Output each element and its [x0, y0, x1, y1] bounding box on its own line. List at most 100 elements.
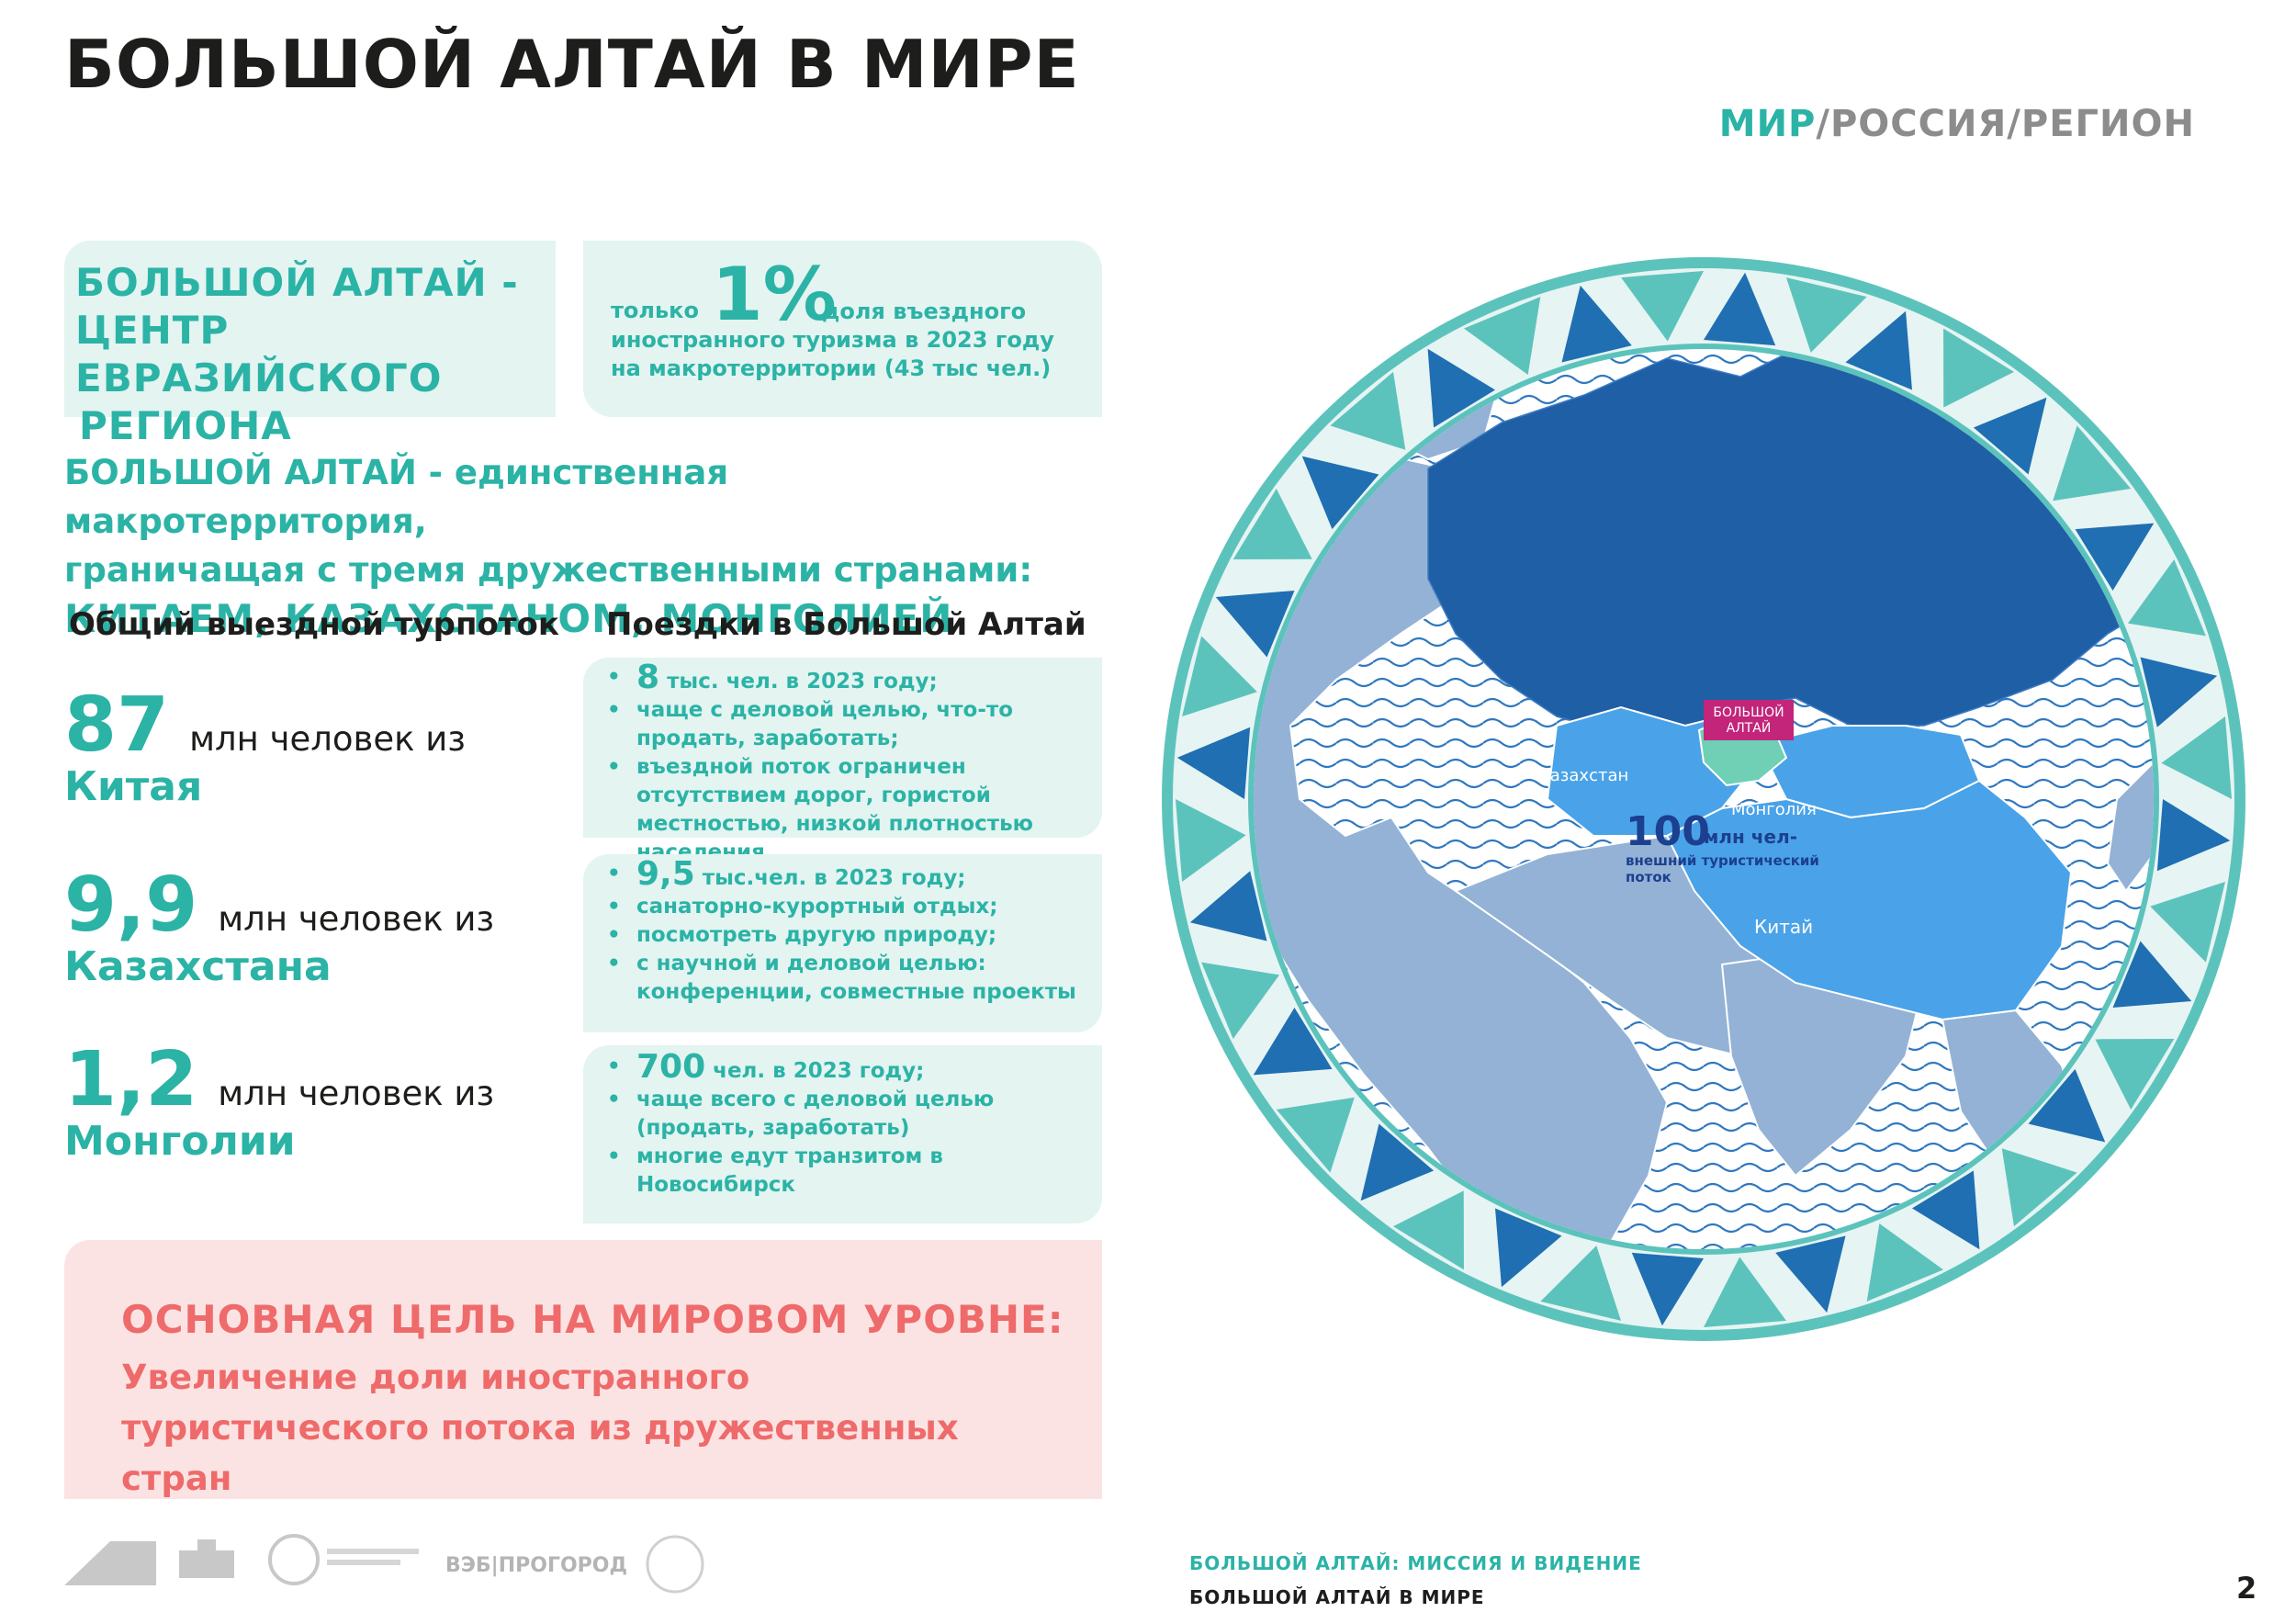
kazakhstan-label: Казахстан: [1538, 766, 1628, 785]
ring-triangle: [2053, 425, 2132, 502]
china-label: Китай: [1754, 916, 1813, 938]
ring-triangle: [1427, 348, 1496, 428]
map-ring-pattern: [1176, 271, 2232, 1327]
ring-triangle: [1301, 456, 1379, 530]
stat-unit: млн человек из: [189, 719, 466, 759]
unique-line-1: БОЛЬШОЙ АЛТАЙ - единственная макротеррит…: [64, 453, 729, 541]
ring-triangle: [1330, 371, 1406, 450]
page-number: 2: [2236, 1571, 2257, 1606]
trip-item: чаще всего с деловой целью (продать, зар…: [607, 1086, 1102, 1143]
ring-triangle: [1561, 285, 1632, 363]
land-china: [1665, 779, 2073, 1021]
ring-triangle: [1232, 489, 1312, 559]
ring-triangle: [2140, 657, 2218, 727]
logo-veb: ВЭБ|ПРОГОРОД: [445, 1554, 628, 1577]
eurasia-map: БОЛЬШОЙ АЛТАЙ Казахстан Монголия Китай 1…: [1162, 257, 2245, 1341]
stat-country: Казахстана: [64, 943, 332, 990]
logo-government: [170, 1532, 243, 1596]
stat-value: 9,9: [64, 862, 198, 949]
ring-triangle: [2150, 881, 2225, 963]
ring-triangle: [1495, 1208, 1562, 1288]
ring-triangle: [1621, 271, 1704, 342]
mongolia-label: Монголия: [1731, 800, 1817, 819]
ring-triangle: [1253, 1007, 1333, 1076]
flow-unit: млн чел-: [1704, 826, 1797, 848]
trip-lead: 9,5 тыс.чел. в 2023 году;: [607, 858, 1102, 893]
trip-lead: 8 тыс. чел. в 2023 году;: [607, 661, 1102, 696]
ring-triangle: [1775, 1235, 1846, 1313]
ring-triangle: [1393, 1190, 1464, 1270]
trip-item: чаще с деловой целью, что-то продать, за…: [607, 696, 1102, 753]
share-only: только: [611, 298, 699, 323]
trips-header: Поездки в Большой Алтай: [606, 606, 1086, 643]
ring-triangle: [2156, 799, 2231, 872]
trip-lead: 700 чел. в 2023 году;: [607, 1051, 1102, 1086]
stat-value: 87: [64, 682, 170, 769]
footer-section: БОЛЬШОЙ АЛТАЙ: МИССИЯ И ВИДЕНИЕ: [1189, 1552, 1642, 1574]
ring-triangle: [1463, 297, 1541, 376]
ring-triangle: [1215, 591, 1295, 658]
ring-triangle: [1540, 1246, 1622, 1321]
ring-triangle: [1276, 1097, 1355, 1173]
trip-item: многие едут транзитом в Новосибирск: [607, 1143, 1102, 1200]
ring-triangle: [2028, 1068, 2106, 1143]
ring-triangle: [1785, 277, 1867, 353]
share-value: 1%: [712, 252, 837, 337]
trips-china: 8 тыс. чел. в 2023 году; чаще с деловой …: [583, 658, 1102, 864]
ring-triangle: [1631, 1252, 1704, 1326]
ring-triangle: [1176, 727, 1251, 799]
footer-page-title: БОЛЬШОЙ АЛТАЙ В МИРЕ: [1189, 1586, 1485, 1608]
unique-territory: БОЛЬШОЙ АЛТАЙ - единственная макротеррит…: [64, 448, 1102, 643]
trip-item: въездной поток ограничен отсутствием дор…: [607, 753, 1102, 867]
land-europe-asia: [1254, 448, 1669, 1249]
logo-minstroy: [266, 1532, 432, 1587]
goal-heading: ОСНОВНАЯ ЦЕЛЬ НА МИРОВОМ УРОВНЕ:: [121, 1297, 1064, 1342]
share-box: только 1% доля въездного иностранного ту…: [583, 241, 1102, 417]
ring-triangle: [1201, 962, 1280, 1040]
center-box: БОЛЬШОЙ АЛТАЙ - ЦЕНТР ЕВРАЗИЙСКОГО РЕГИО…: [64, 241, 556, 448]
share-text: доля въездного иностранного туризма в 20…: [611, 299, 1054, 381]
ring-triangle: [1704, 272, 1776, 346]
stat-kazakhstan: 9,9 млн человек из Казахстана: [64, 862, 494, 990]
stat-unit: млн человек из: [218, 899, 495, 939]
goal-text: Увеличение доли иностранного туристическ…: [121, 1358, 959, 1498]
ring-triangle: [1189, 871, 1267, 941]
stat-country: Китая: [64, 763, 203, 810]
ring-triangle: [1182, 636, 1257, 717]
stat-mongolia: 1,2 млн человек из Монголии: [64, 1036, 494, 1165]
ring-triangle: [1866, 1223, 1944, 1302]
center-line-2: ЦЕНТР ЕВРАЗИЙСКОГО: [75, 308, 443, 400]
ring-triangle: [1704, 1257, 1786, 1327]
flow-line-3: поток: [1626, 869, 1671, 885]
unique-line-3: КИТАЕМ, КАЗАХСТАНОМ, МОНГОЛИЕЙ: [64, 596, 953, 641]
trips-kazakhstan: 9,5 тыс.чел. в 2023 году; санаторно-куро…: [583, 854, 1102, 1032]
altai-label-1: БОЛЬШОЙ: [1713, 704, 1784, 720]
outbound-header: Общий выездной турпоток: [69, 606, 559, 643]
ring-triangle: [2095, 1039, 2175, 1110]
ring-triangle: [2001, 1148, 2077, 1227]
center-line-3: РЕГИОНА: [79, 403, 292, 448]
trip-item: санаторно-курортный отдых;: [607, 893, 1102, 921]
altai-badge: [1704, 700, 1794, 740]
center-line-1: БОЛЬШОЙ АЛТАЙ -: [75, 260, 519, 305]
stat-unit: млн человек из: [218, 1074, 495, 1113]
breadcrumb: МИР/РОССИЯ/РЕГИОН: [1719, 103, 2195, 145]
logo-ministry: [64, 1532, 156, 1585]
breadcrumb-world[interactable]: МИР: [1718, 103, 1817, 145]
page-title: БОЛЬШОЙ АЛТАЙ В МИРЕ: [64, 26, 1080, 103]
ring-triangle: [1943, 328, 2014, 408]
land-japan: [2106, 761, 2154, 893]
ring-triangle: [2127, 558, 2206, 637]
ring-triangle: [1176, 799, 1246, 882]
unique-line-2: граничащая с тремя дружественными страна…: [64, 550, 1033, 590]
breadcrumb-rest[interactable]: /РОССИЯ/РЕГИОН: [1816, 103, 2195, 145]
goal-box: ОСНОВНАЯ ЦЕЛЬ НА МИРОВОМ УРОВНЕ: Увеличе…: [64, 1240, 1102, 1499]
altai-label-2: АЛТАЙ: [1727, 719, 1772, 736]
ring-triangle: [1911, 1170, 1980, 1250]
ring-triangle: [1973, 397, 2047, 475]
stat-china: 87 млн человек из Китая: [64, 682, 466, 810]
ring-triangle: [1845, 310, 1912, 390]
ring-triangle: [2161, 716, 2232, 799]
ring-triangle: [2112, 941, 2192, 1008]
trip-item: посмотреть другую природу;: [607, 921, 1102, 950]
